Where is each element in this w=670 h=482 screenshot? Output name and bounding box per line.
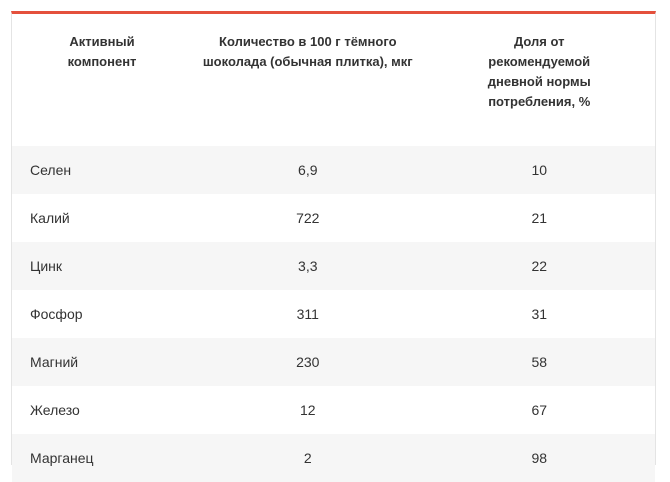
cell-component: Селен <box>12 146 193 194</box>
cell-amount: 3,3 <box>192 242 424 290</box>
cell-share: 21 <box>423 194 655 242</box>
cell-share: 98 <box>423 434 655 482</box>
table-header-row: Активный компонент Количество в 100 г тё… <box>12 14 655 146</box>
nutrient-table: Активный компонент Количество в 100 г тё… <box>12 14 655 482</box>
cell-amount: 722 <box>192 194 424 242</box>
cell-share: 10 <box>423 146 655 194</box>
cell-share: 22 <box>423 242 655 290</box>
cell-component: Калий <box>12 194 193 242</box>
table-row: Марганец 2 98 <box>12 434 655 482</box>
cell-amount: 12 <box>192 386 424 434</box>
cell-component: Цинк <box>12 242 193 290</box>
cell-amount: 311 <box>192 290 424 338</box>
header-component: Активный компонент <box>12 14 193 146</box>
header-amount: Количество в 100 г тёмного шоколада (обы… <box>192 14 424 146</box>
cell-share: 58 <box>423 338 655 386</box>
table-row: Селен 6,9 10 <box>12 146 655 194</box>
table-row: Фосфор 311 31 <box>12 290 655 338</box>
header-share: Доля от рекомендуемой дневной нормы потр… <box>423 14 655 146</box>
table-row: Цинк 3,3 22 <box>12 242 655 290</box>
cell-share: 31 <box>423 290 655 338</box>
cell-amount: 230 <box>192 338 424 386</box>
table-row: Магний 230 58 <box>12 338 655 386</box>
cell-component: Магний <box>12 338 193 386</box>
cell-amount: 2 <box>192 434 424 482</box>
nutrient-table-card: Активный компонент Количество в 100 г тё… <box>11 11 656 482</box>
cell-amount: 6,9 <box>192 146 424 194</box>
cell-component: Марганец <box>12 434 193 482</box>
table-row: Калий 722 21 <box>12 194 655 242</box>
table-row: Железо 12 67 <box>12 386 655 434</box>
cell-share: 67 <box>423 386 655 434</box>
cell-component: Железо <box>12 386 193 434</box>
cell-component: Фосфор <box>12 290 193 338</box>
